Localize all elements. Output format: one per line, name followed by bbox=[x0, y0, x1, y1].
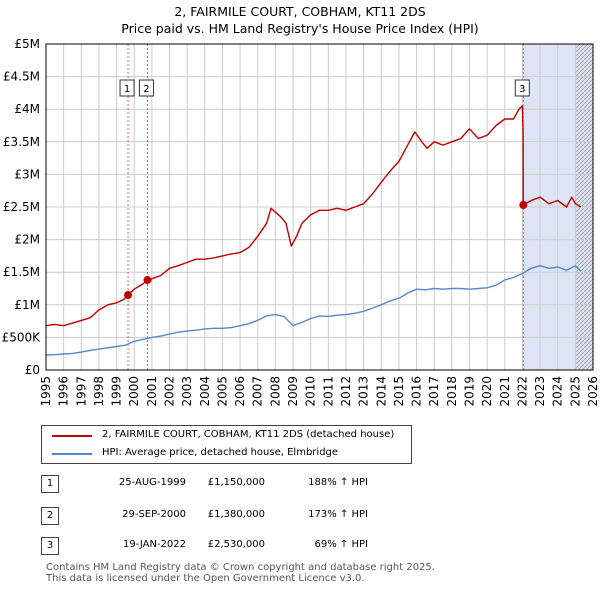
y-tick-label: £500K bbox=[2, 330, 42, 344]
y-tick-label: £4.5M bbox=[3, 70, 40, 84]
price-chart: £0 £500K £1M £1.5M £2M £2.5M £3M £3.5M £4M £4.5M £… bbox=[2, 37, 600, 407]
sale-price: £1,380,000 bbox=[207, 509, 265, 520]
chart-subtitle: Price paid vs. HM Land Registry's House … bbox=[121, 21, 479, 36]
sale-date: 25-AUG-1999 bbox=[118, 477, 186, 488]
x-tick-label: 1996 bbox=[57, 376, 71, 407]
sale-hpi-change: 173% ↑ HPI bbox=[308, 509, 368, 520]
legend-item-property: 2, FAIRMILE COURT, COBHAM, KT11 2DS (det… bbox=[42, 427, 411, 445]
sale-row: 3 19-JAN-2022 £2,530,000 69% ↑ HPI bbox=[0, 537, 600, 559]
x-tick-label: 2022 bbox=[515, 376, 529, 407]
sale-marker-box: 1 bbox=[119, 79, 135, 97]
x-tick-label: 2008 bbox=[268, 376, 282, 407]
sale-number: 1 bbox=[41, 475, 59, 493]
sale-marker-box-frame bbox=[119, 79, 135, 97]
sale-date: 29-SEP-2000 bbox=[122, 509, 186, 520]
footer-licence: This data is licensed under the Open Gov… bbox=[46, 573, 365, 584]
sale-marker-label: 3 bbox=[519, 84, 525, 95]
y-tick-label: £2.5M bbox=[3, 200, 40, 214]
x-tick-label: 2010 bbox=[304, 376, 318, 407]
legend-swatch-hpi bbox=[52, 453, 92, 455]
x-tick-label: 1998 bbox=[92, 376, 106, 407]
x-tick-label: 2011 bbox=[321, 376, 335, 407]
sale-marker-box: 2 bbox=[138, 79, 154, 97]
sale-marker-box-frame bbox=[138, 79, 154, 97]
footer-notice: Contains HM Land Registry data © Crown c… bbox=[46, 562, 435, 584]
y-tick-label: £5M bbox=[14, 37, 40, 51]
x-tick-label: 2026 bbox=[586, 376, 600, 407]
y-tick-label: £1M bbox=[14, 298, 40, 312]
sale-price: £2,530,000 bbox=[207, 539, 265, 550]
y-tick-label: £3.5M bbox=[3, 135, 40, 149]
legend-swatch-property bbox=[52, 435, 92, 437]
sale-hpi-change: 69% ↑ HPI bbox=[314, 539, 368, 550]
x-tick-label: 2000 bbox=[127, 376, 141, 407]
x-tick-label: 2006 bbox=[233, 376, 247, 407]
sale-hpi-change: 188% ↑ HPI bbox=[308, 477, 368, 488]
chart-title-block: 2, FAIRMILE COURT, COBHAM, KT11 2DS Pric… bbox=[0, 0, 600, 37]
x-tick-label: 1999 bbox=[110, 376, 124, 407]
x-tick-label: 2023 bbox=[533, 376, 547, 407]
footer-copyright: Contains HM Land Registry data © Crown c… bbox=[46, 562, 435, 573]
x-tick-label: 1995 bbox=[39, 376, 53, 407]
x-tick-label: 2020 bbox=[480, 376, 494, 407]
chart-title: 2, FAIRMILE COURT, COBHAM, KT11 2DS bbox=[174, 4, 426, 19]
sale-point bbox=[143, 276, 152, 285]
x-tick-label: 2005 bbox=[215, 376, 229, 407]
x-tick-label: 2013 bbox=[357, 376, 371, 407]
y-tick-label: £2M bbox=[14, 233, 40, 247]
plot-border bbox=[45, 43, 594, 371]
x-tick-label: 1997 bbox=[74, 376, 88, 407]
x-tick-label: 2007 bbox=[251, 376, 265, 407]
sale-row: 1 25-AUG-1999 £1,150,000 188% ↑ HPI bbox=[0, 475, 600, 497]
x-tick-label: 2018 bbox=[445, 376, 459, 407]
legend-label-hpi: HPI: Average price, detached house, Elmb… bbox=[102, 447, 339, 458]
y-tick-label: £1.5M bbox=[3, 265, 40, 279]
sale-point bbox=[124, 291, 133, 300]
x-tick-label: 2025 bbox=[568, 376, 582, 407]
x-tick-label: 2015 bbox=[392, 376, 406, 407]
x-tick-label: 2001 bbox=[145, 376, 159, 407]
sale-marker-label: 2 bbox=[143, 84, 149, 95]
x-tick-label: 2021 bbox=[498, 376, 512, 407]
x-tick-label: 2016 bbox=[410, 376, 424, 407]
chart-legend: 2, FAIRMILE COURT, COBHAM, KT11 2DS (det… bbox=[41, 425, 412, 464]
property-price-line bbox=[45, 105, 581, 327]
legend-label-property: 2, FAIRMILE COURT, COBHAM, KT11 2DS (det… bbox=[102, 429, 395, 440]
x-tick-label: 2012 bbox=[339, 376, 353, 407]
sale-number: 3 bbox=[41, 537, 59, 555]
x-tick-label: 2014 bbox=[374, 376, 388, 407]
sale-marker-box-frame bbox=[514, 79, 530, 97]
sale-point bbox=[519, 201, 528, 210]
sale-price: £1,150,000 bbox=[207, 477, 265, 488]
x-tick-label: 2002 bbox=[163, 376, 177, 407]
y-tick-label: £0 bbox=[25, 363, 40, 377]
x-tick-label: 2024 bbox=[551, 376, 565, 407]
sale-row: 2 29-SEP-2000 £1,380,000 173% ↑ HPI bbox=[0, 507, 600, 529]
legend-item-hpi: HPI: Average price, detached house, Elmb… bbox=[42, 445, 411, 463]
x-tick-label: 2003 bbox=[180, 376, 194, 407]
sale-marker-label: 1 bbox=[124, 84, 130, 95]
sale-number: 2 bbox=[41, 507, 59, 525]
sale-date: 19-JAN-2022 bbox=[122, 539, 186, 550]
sale-marker-box: 3 bbox=[514, 79, 530, 97]
x-tick-label: 2009 bbox=[286, 376, 300, 407]
x-tick-label: 2004 bbox=[198, 376, 212, 407]
x-tick-label: 2019 bbox=[462, 376, 476, 407]
y-tick-label: £4M bbox=[14, 102, 40, 116]
y-tick-label: £3M bbox=[14, 167, 40, 181]
x-tick-label: 2017 bbox=[427, 376, 441, 407]
hpi-line bbox=[45, 265, 582, 356]
